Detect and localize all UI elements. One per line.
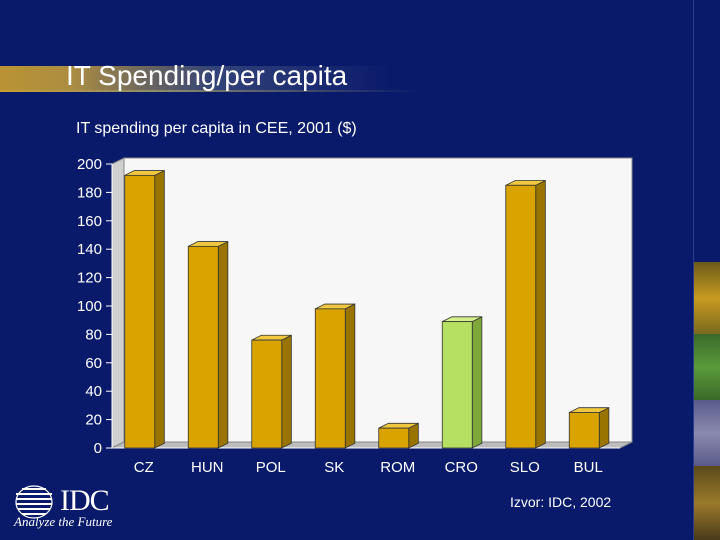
y-tick-label: 200 xyxy=(77,156,102,173)
x-tick-label: SK xyxy=(324,459,344,476)
decoration-segment-green xyxy=(694,334,720,400)
title-decoration-stripe xyxy=(0,66,390,90)
y-tick-label: 180 xyxy=(77,184,102,201)
right-divider xyxy=(693,0,694,540)
right-edge-decoration xyxy=(694,0,720,540)
x-tick-label: ROM xyxy=(380,459,415,476)
x-tick-label: CRO xyxy=(445,459,478,476)
plot-side-wall xyxy=(111,157,125,449)
source-note: Izvor: IDC, 2002 xyxy=(510,494,612,510)
y-tick-label: 80 xyxy=(85,326,102,343)
y-tick-label: 20 xyxy=(85,412,102,429)
x-tick-label: POL xyxy=(256,459,286,476)
decoration-segment-gold xyxy=(694,262,720,334)
y-tick-label: 40 xyxy=(85,383,102,400)
bar-side xyxy=(344,303,356,449)
bar xyxy=(505,184,537,449)
x-tick-label: BUL xyxy=(574,459,603,476)
idc-logo-text: IDC xyxy=(60,484,110,517)
chart-title: IT spending per capita in CEE, 2001 ($) xyxy=(76,120,357,137)
bar-side xyxy=(535,179,546,449)
y-tick-label: 100 xyxy=(77,298,102,315)
y-tick-label: 160 xyxy=(77,213,102,230)
bar xyxy=(124,174,156,449)
title-underline xyxy=(0,90,420,92)
x-tick-label: CZ xyxy=(134,459,154,476)
bar xyxy=(314,308,346,449)
bar-side xyxy=(154,169,165,449)
y-tick-label: 60 xyxy=(85,355,102,372)
bar-side xyxy=(281,334,292,449)
y-tick-label: 0 xyxy=(94,440,102,457)
bar xyxy=(568,412,600,449)
bar xyxy=(378,427,410,449)
bar-side xyxy=(471,316,483,449)
slide-title: IT Spending/per capita xyxy=(66,60,348,91)
y-tick-label: 120 xyxy=(77,270,102,287)
x-tick-label: HUN xyxy=(191,459,224,476)
bar-side xyxy=(217,240,229,449)
bar xyxy=(441,321,473,449)
y-tick-label: 140 xyxy=(77,241,102,258)
logo-tagline: Analyze the Future xyxy=(14,514,113,529)
x-tick-label: SLO xyxy=(510,459,540,476)
decoration-segment-brown xyxy=(694,466,720,540)
bar-side xyxy=(598,407,610,449)
bar xyxy=(187,245,219,449)
idc-globe-logo-icon xyxy=(15,485,53,519)
bar xyxy=(251,339,283,449)
decoration-segment-gray xyxy=(694,400,720,466)
